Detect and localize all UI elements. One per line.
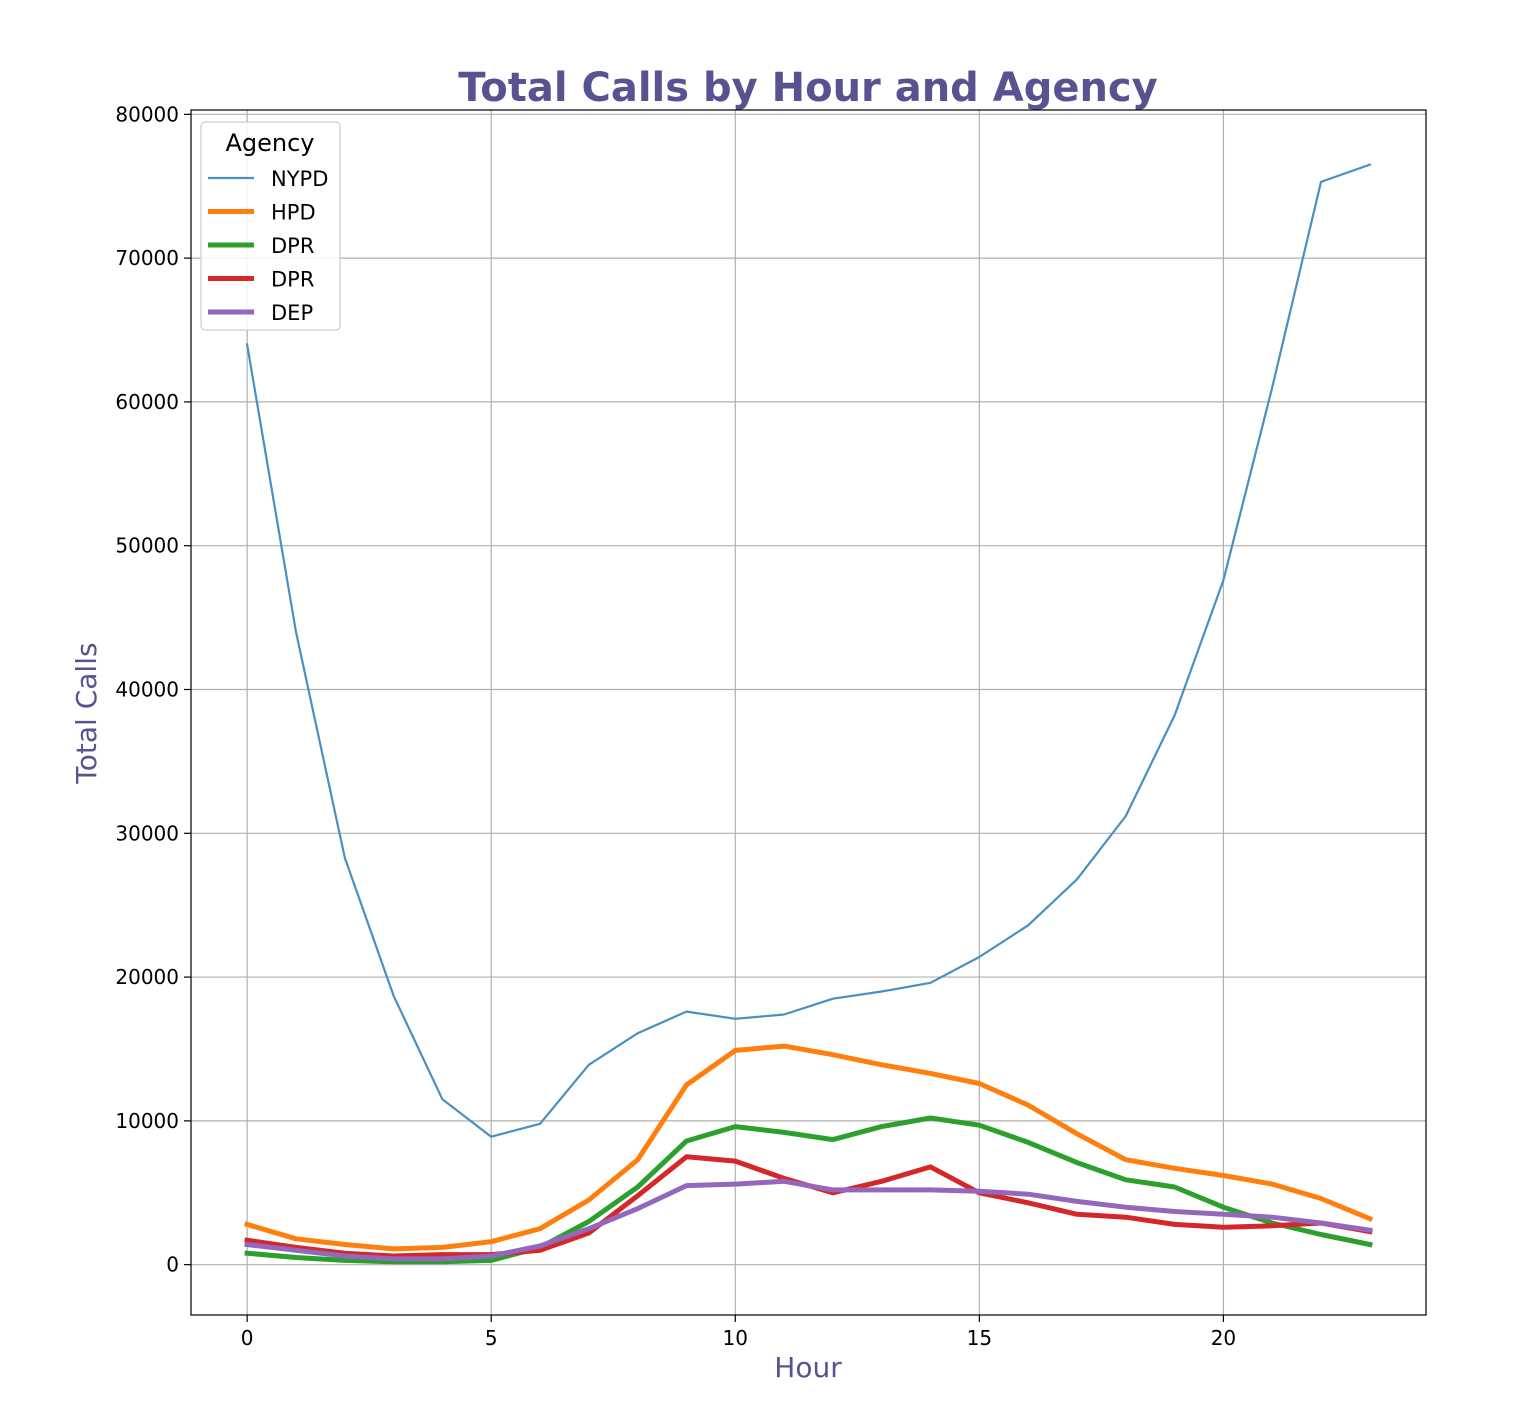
grid-lines: [191, 110, 1426, 1315]
axis-ticks: 0 5 10 15 20 0 10000 20000 30000 40000 50000 60000 7…: [115, 102, 1236, 1350]
x-tick-label: 0: [241, 1326, 254, 1350]
legend-item: DEP: [208, 301, 313, 325]
legend: Agency NYPD HPD DPR DPR DEP: [200, 121, 341, 331]
legend-item: NYPD: [208, 167, 328, 191]
legend-items: NYPD HPD DPR DPR DEP: [208, 167, 328, 325]
legend-item: DPR: [208, 234, 314, 258]
chart-title: Total Calls by Hour and Agency: [458, 65, 1157, 111]
series-line-dpr-2: [244, 1115, 1373, 1265]
legend-item: DPR: [208, 268, 314, 292]
legend-label: DPR: [271, 234, 314, 258]
x-tick-label: 20: [1211, 1326, 1236, 1350]
x-tick-label: 15: [967, 1326, 992, 1350]
series-line-hpd-1: [243, 1043, 1374, 1252]
y-tick-label: 50000: [115, 534, 179, 558]
y-tick-label: 60000: [115, 390, 179, 414]
series-lines: [243, 163, 1374, 1265]
legend-label: HPD: [271, 201, 316, 225]
y-tick-label: 0: [166, 1253, 179, 1277]
plot-area-frame: [190, 109, 1427, 1316]
legend-label: DPR: [271, 268, 314, 292]
legend-title: Agency: [225, 129, 314, 157]
y-tick-label: 40000: [115, 677, 179, 701]
x-tick-label: 10: [723, 1326, 748, 1350]
y-axis-label: Total Calls: [70, 642, 103, 784]
legend-item: HPD: [208, 201, 316, 225]
x-axis-label: Hour: [774, 1351, 842, 1384]
y-tick-label: 30000: [115, 821, 179, 845]
x-tick-label: 5: [485, 1326, 498, 1350]
legend-label: NYPD: [271, 167, 328, 191]
y-tick-label: 80000: [115, 102, 179, 126]
y-tick-label: 70000: [115, 246, 179, 270]
series-line-dep-4: [244, 1178, 1373, 1262]
y-tick-label: 10000: [115, 1109, 179, 1133]
y-tick-label: 20000: [115, 965, 179, 989]
series-line-nypd-0: [245, 163, 1372, 1138]
legend-label: DEP: [271, 301, 313, 325]
